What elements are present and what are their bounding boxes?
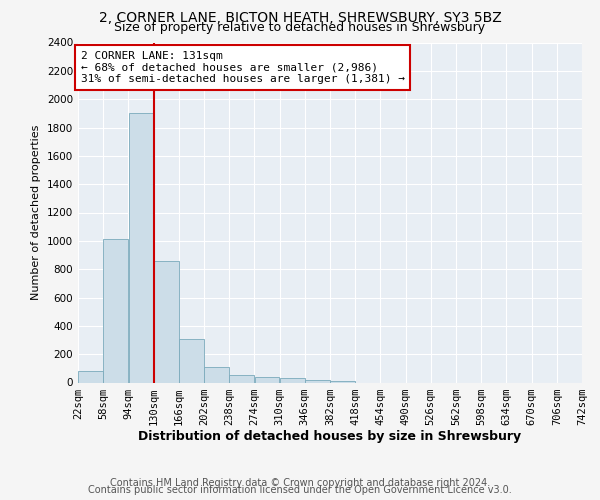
Text: Size of property relative to detached houses in Shrewsbury: Size of property relative to detached ho… bbox=[115, 21, 485, 34]
Bar bbox=[254, 377, 280, 382]
Bar bbox=[128, 114, 154, 382]
Text: 2 CORNER LANE: 131sqm
← 68% of detached houses are smaller (2,986)
31% of semi-d: 2 CORNER LANE: 131sqm ← 68% of detached … bbox=[80, 51, 404, 84]
Bar bbox=[103, 240, 128, 382]
Bar bbox=[78, 371, 103, 382]
Text: Contains HM Land Registry data © Crown copyright and database right 2024.: Contains HM Land Registry data © Crown c… bbox=[110, 478, 490, 488]
Bar bbox=[305, 380, 330, 382]
X-axis label: Distribution of detached houses by size in Shrewsbury: Distribution of detached houses by size … bbox=[139, 430, 521, 444]
Text: 2, CORNER LANE, BICTON HEATH, SHREWSBURY, SY3 5BZ: 2, CORNER LANE, BICTON HEATH, SHREWSBURY… bbox=[98, 11, 502, 25]
Bar bbox=[229, 374, 254, 382]
Bar bbox=[179, 338, 204, 382]
Y-axis label: Number of detached properties: Number of detached properties bbox=[31, 125, 41, 300]
Bar bbox=[154, 260, 179, 382]
Bar bbox=[280, 378, 305, 382]
Bar bbox=[204, 367, 229, 382]
Text: Contains public sector information licensed under the Open Government Licence v3: Contains public sector information licen… bbox=[88, 485, 512, 495]
